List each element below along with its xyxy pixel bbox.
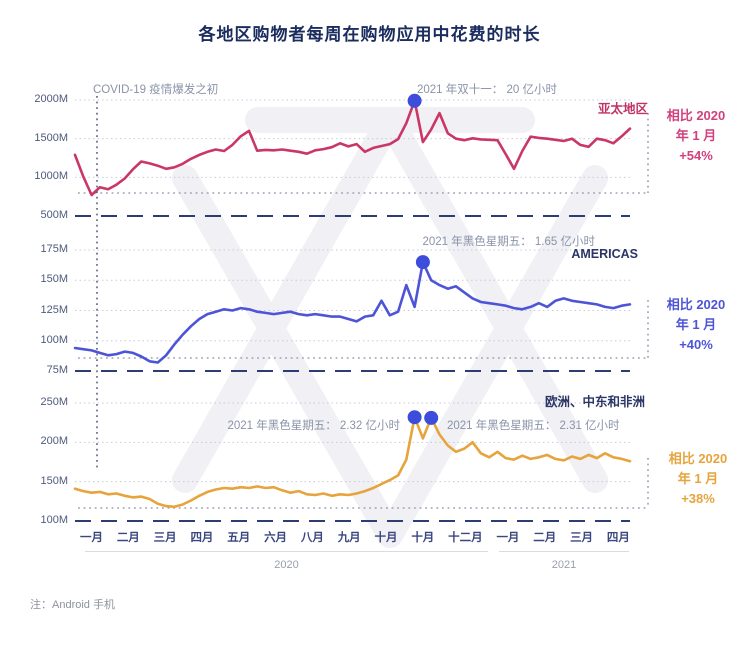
y-tick-label: 150M: [40, 273, 68, 286]
month-label: 一月: [496, 532, 520, 544]
month-label: 一月: [80, 532, 103, 544]
compare-apac-line2: 年 1 月: [675, 128, 717, 143]
covid-outbreak-annotation: COVID-19 疫情爆发之初: [93, 84, 219, 96]
y-tick-label: 250M: [40, 396, 68, 408]
month-label: 六月: [264, 532, 288, 544]
compare-americas-line3: +40%: [679, 337, 713, 352]
y-tick-label: 75M: [46, 364, 68, 376]
series-line-1: [73, 260, 632, 364]
series-line-2: [73, 415, 632, 509]
year-2020-divider: [85, 551, 488, 552]
year-label-2020: 2020: [274, 559, 299, 571]
month-label: 八月: [300, 532, 324, 544]
x-axis-month-labels: 一月 二月 三月 四月 五月 六月 八月 九月 十月 十月 十二月 一月 二月 三月 四月: [80, 529, 630, 545]
y-tick-label: 100M: [40, 333, 68, 346]
compare-apac-line3: +54%: [679, 148, 713, 163]
footnote: 注：Android 手机: [30, 599, 115, 611]
y-tick-label: 1000M: [34, 170, 68, 183]
compare-note-emea: 相比 2020 年 1 月 +38%: [652, 449, 739, 509]
month-label: 四月: [606, 532, 630, 544]
compare-note-americas: 相比 2020 年 1 月 +40%: [650, 295, 739, 355]
month-label: 十月: [374, 532, 398, 544]
legend-apac: 亚太地区: [597, 102, 648, 116]
month-label: 三月: [153, 532, 177, 544]
compare-emea-line1: 相比 2020: [668, 451, 728, 466]
legend-americas: AMERICAS: [571, 247, 638, 261]
month-label: 九月: [337, 532, 361, 544]
peak-marker-dot: [415, 255, 430, 270]
black-friday-americas-annotation: 2021 年黑色星期五： 1.65 亿小时: [422, 236, 595, 248]
compare-apac-line1: 相比 2020: [666, 108, 726, 123]
month-label: 二月: [116, 532, 140, 544]
black-friday-emea-right-annotation: 2021 年黑色星期五： 2.31 亿小时: [447, 420, 620, 432]
compare-americas-line1: 相比 2020: [666, 297, 726, 312]
month-label: 三月: [570, 532, 594, 544]
y-tick-label: 175M: [40, 243, 68, 255]
compare-emea-line3: +38%: [681, 491, 715, 506]
month-label: 二月: [533, 532, 557, 544]
compare-note-apac: 相比 2020 年 1 月 +54%: [650, 106, 739, 166]
legend-emea: 欧洲、中东和非洲: [544, 395, 645, 409]
black-friday-emea-left-annotation: 2021 年黑色星期五： 2.32 亿小时: [227, 420, 400, 432]
double11-annotation: 2021 年双十一： 20 亿小时: [417, 84, 557, 96]
y-tick-label: 1500M: [34, 131, 68, 144]
compare-americas-line2: 年 1 月: [675, 317, 717, 332]
y-tick-label: 500M: [40, 209, 68, 221]
month-label: 十二月: [448, 532, 483, 544]
gem-watermark: [172, 107, 608, 548]
y-tick-label: 125M: [40, 303, 68, 316]
peak-marker-dot: [424, 410, 439, 425]
peak-marker-dot: [407, 410, 422, 425]
series-line-0: [73, 99, 632, 197]
month-label: 五月: [227, 532, 251, 544]
page-title: 各地区购物者每周在购物应用中花费的时长: [198, 25, 541, 44]
y-tick-label: 100M: [40, 514, 68, 526]
y-tick-label: 200M: [40, 435, 68, 448]
compare-emea-line2: 年 1 月: [677, 471, 719, 486]
peak-marker-dot: [407, 93, 422, 108]
month-label: 十月: [411, 532, 435, 544]
y-tick-label: 2000M: [34, 93, 68, 105]
year-label-2021: 2021: [551, 559, 577, 571]
year-2021-divider: [499, 551, 629, 552]
month-label: 四月: [190, 532, 214, 544]
y-tick-label: 150M: [40, 474, 68, 487]
